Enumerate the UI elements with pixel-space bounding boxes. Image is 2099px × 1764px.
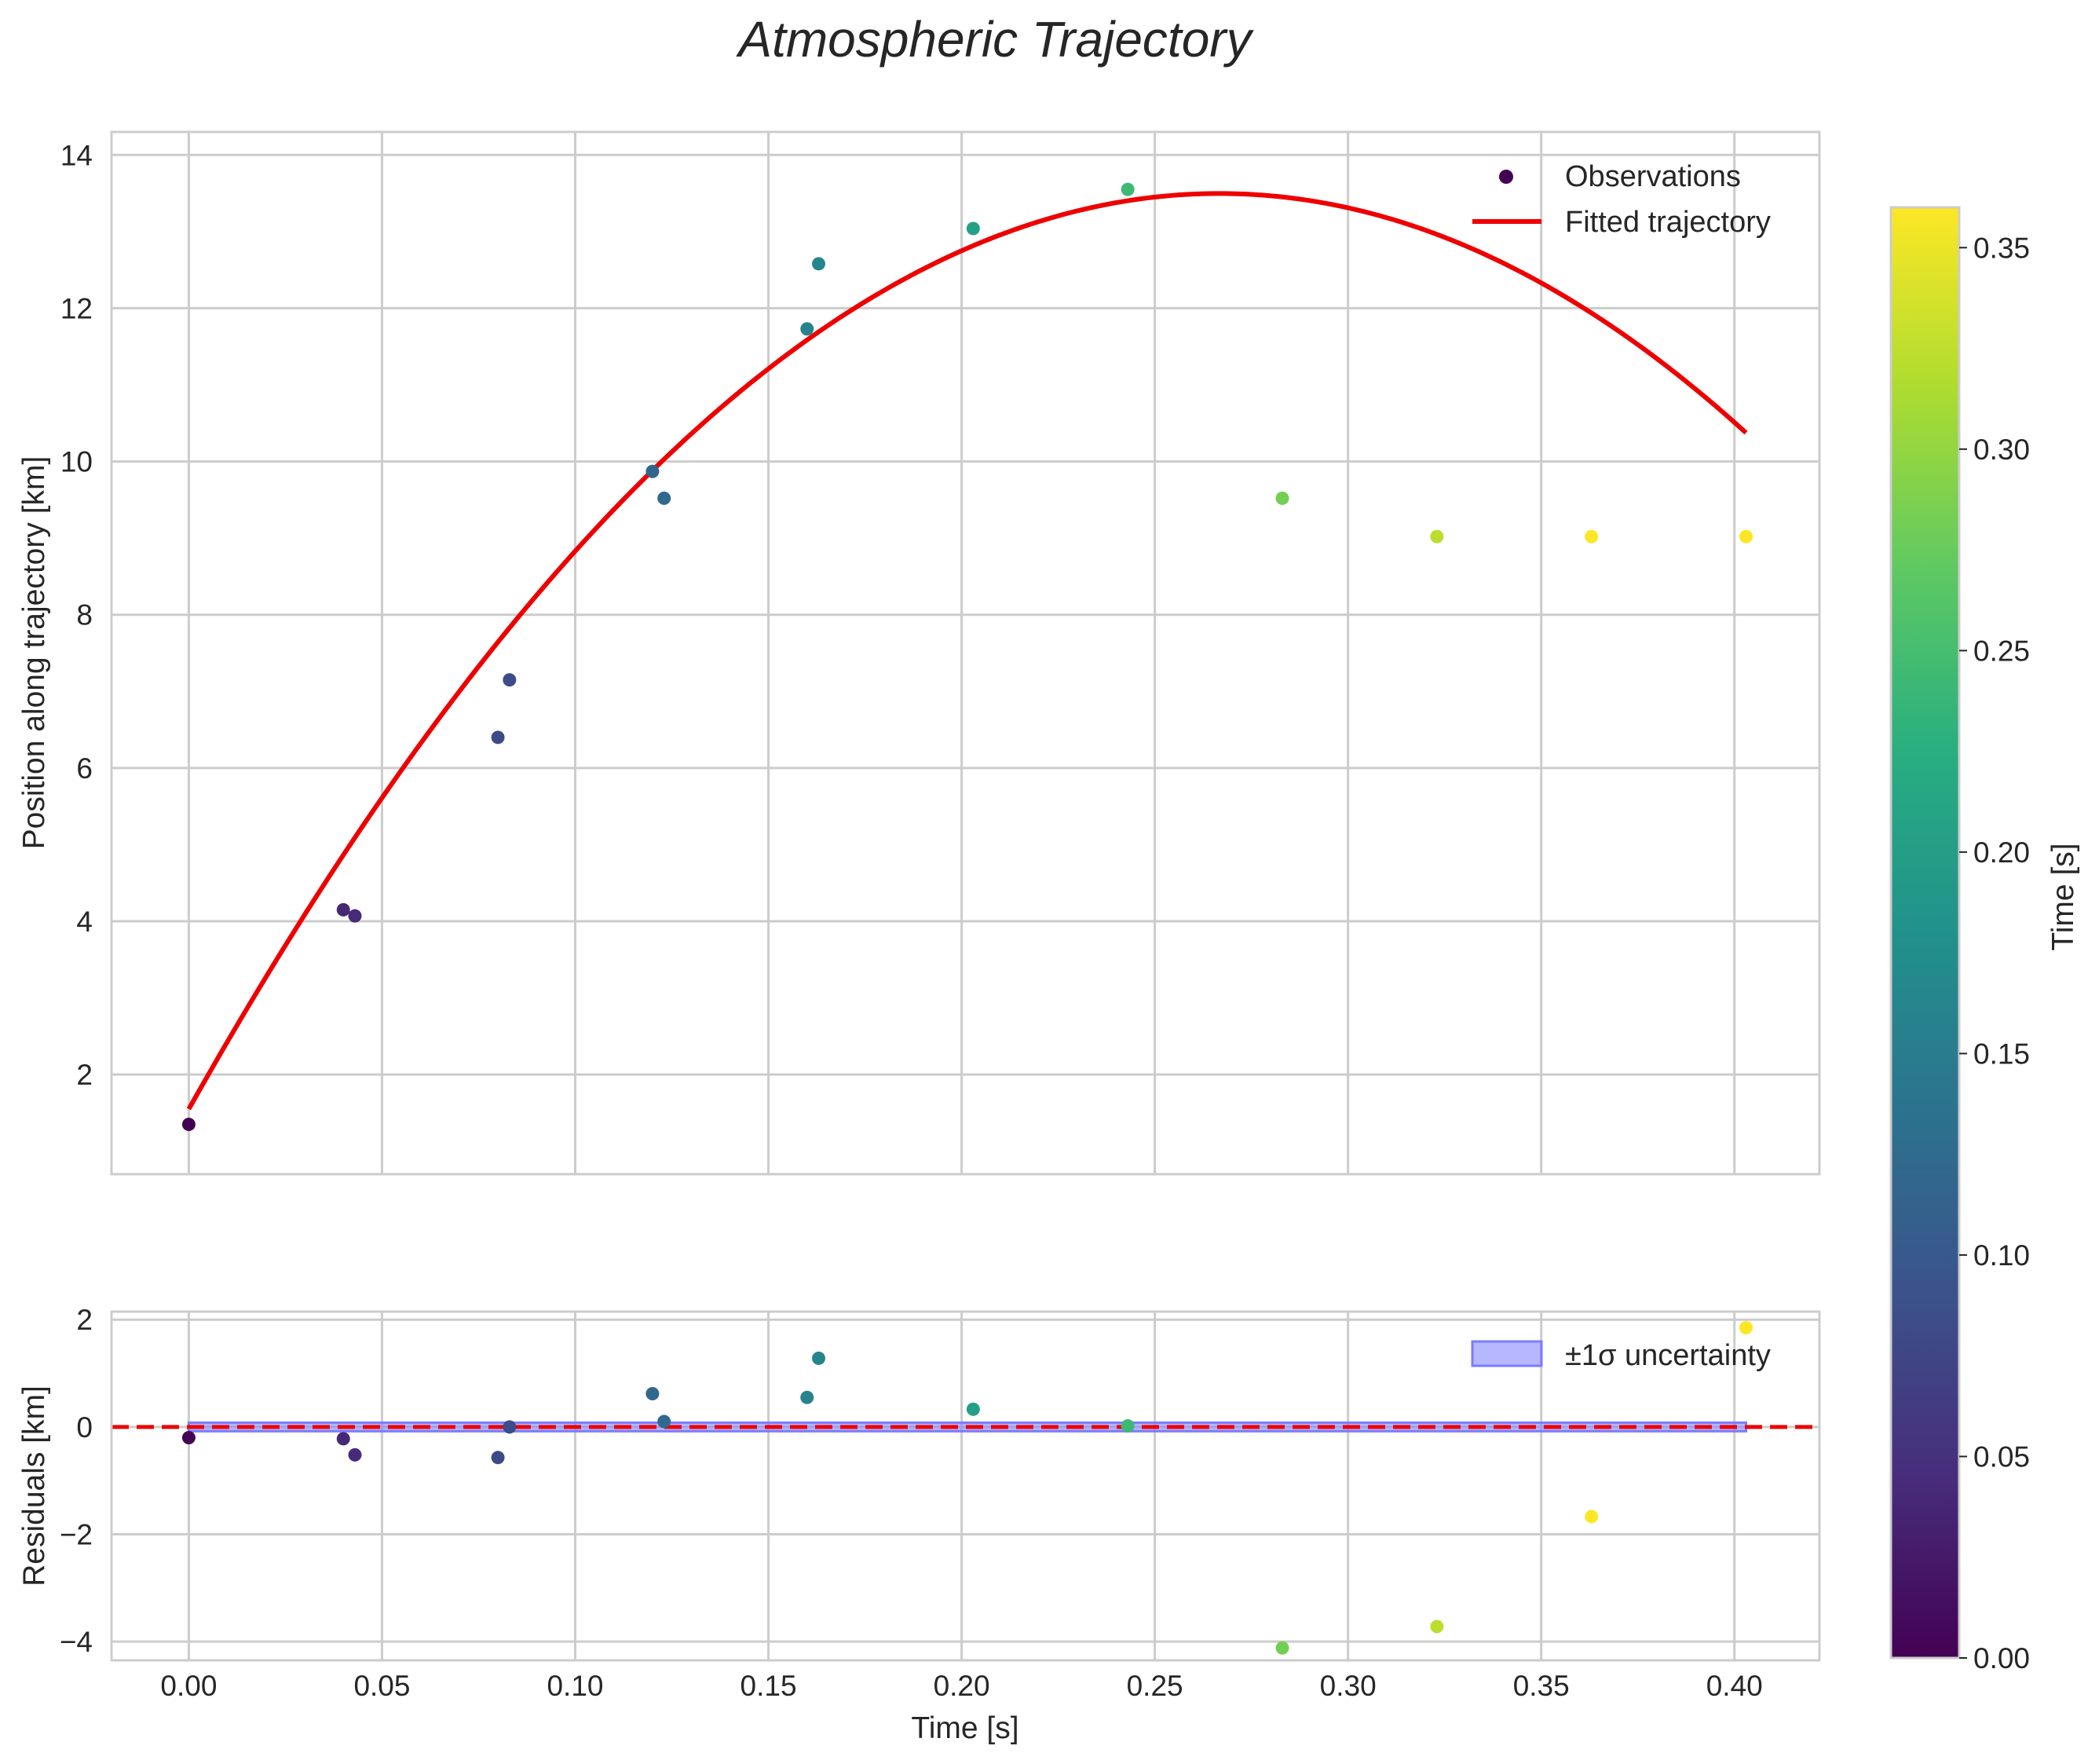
bottom-plot-frame (110, 1310, 1821, 1662)
observation-point (491, 730, 505, 745)
residual-point (348, 1447, 362, 1462)
colorbar-tick-label: 0.10 (1973, 1239, 2030, 1272)
top-panel: 2 4 6 8 10 12 14 Position along trajectory [km… (17, 130, 1821, 1176)
observation-point (657, 491, 671, 505)
x-tick-label: 0.25 (1127, 1670, 1183, 1702)
x-tick-label: 0.00 (160, 1670, 217, 1702)
bottom-gridlines (112, 1312, 1819, 1660)
bottom-y-tick-label: 0 (76, 1411, 93, 1444)
residual-point (1275, 1641, 1289, 1655)
observation-points (181, 182, 1753, 1132)
top-legend: Observations Fitted trajectory (1472, 160, 1771, 239)
residual-point (336, 1432, 350, 1446)
observation-point (966, 221, 980, 236)
x-axis-label: Time [s] (911, 1711, 1018, 1745)
x-tick-label: 0.40 (1706, 1670, 1763, 1702)
residual-points (181, 1320, 1753, 1655)
bottom-legend: ±1σ uncertainty (1471, 1339, 1771, 1372)
residual-point (657, 1414, 671, 1429)
bottom-y-tick-label: 2 (76, 1304, 93, 1336)
x-tick-label: 0.20 (934, 1670, 990, 1702)
legend-band-label: ±1σ uncertainty (1565, 1339, 1771, 1372)
top-gridlines (112, 132, 1819, 1174)
legend-band-swatch (1471, 1340, 1543, 1367)
colorbar-tick-labels: 0.00 0.05 0.10 0.15 0.20 0.25 0.30 0.35 (1959, 232, 2030, 1674)
bottom-y-tick-label: −4 (60, 1626, 93, 1658)
x-tick-labels: 0.00 0.05 0.10 0.15 0.20 0.25 0.30 0.35 0.40 (160, 1670, 1762, 1702)
observation-point (348, 909, 362, 923)
residual-point (503, 1420, 517, 1434)
colorbar-gradient (1889, 206, 1961, 1660)
top-y-tick-labels: 2 4 6 8 10 12 14 (60, 139, 93, 1091)
observation-point (645, 464, 660, 478)
observation-point (812, 257, 826, 271)
top-y-tick-label: 14 (60, 139, 93, 171)
top-y-tick-label: 4 (76, 906, 93, 938)
observation-point (181, 1118, 196, 1132)
observation-point (800, 322, 814, 336)
colorbar-tick-label: 0.05 (1973, 1440, 2030, 1473)
observation-point (336, 902, 350, 917)
fitted-trajectory-line (186, 191, 1748, 1111)
residual-point (1585, 1510, 1599, 1524)
x-tick-label: 0.10 (547, 1670, 603, 1702)
x-tick-label: 0.35 (1513, 1670, 1570, 1702)
observation-point (1275, 491, 1289, 505)
residual-point (1430, 1619, 1444, 1634)
x-tick-label: 0.30 (1320, 1670, 1377, 1702)
residual-point (491, 1451, 505, 1465)
colorbar-tick-label: 0.20 (1973, 836, 2030, 869)
residual-point (812, 1351, 826, 1365)
bottom-y-axis-label: Residuals [km] (17, 1385, 51, 1587)
top-y-tick-label: 2 (76, 1059, 93, 1091)
top-y-tick-label: 8 (76, 599, 93, 631)
residual-point (181, 1431, 196, 1445)
colorbar-tick-label: 0.25 (1973, 635, 2030, 667)
legend-observations-marker (1499, 170, 1513, 184)
colorbar-tick-label: 0.30 (1973, 434, 2030, 466)
x-tick-label: 0.05 (353, 1670, 410, 1702)
top-plot-frame (110, 130, 1821, 1176)
residual-point (800, 1390, 814, 1404)
residual-point (1121, 1418, 1135, 1433)
top-y-tick-label: 12 (60, 292, 93, 324)
legend-fit-label: Fitted trajectory (1565, 206, 1771, 239)
bottom-panel: 20−2−4 0.00 0.05 0.10 0.15 0.20 0.25 0.30 0.35 0… (17, 1304, 1821, 1745)
residual-point (966, 1402, 980, 1416)
top-y-tick-label: 10 (60, 446, 93, 478)
bottom-y-tick-labels: 2 0 −2 −4 (60, 1304, 93, 1658)
residual-point (645, 1387, 660, 1401)
observation-point (503, 673, 517, 687)
top-y-tick-label: 6 (76, 752, 93, 785)
top-y-axis-label: Position along trajectory [km] (17, 456, 51, 850)
bottom-y-tick-label: −2 (60, 1518, 93, 1550)
observation-point (1430, 529, 1444, 543)
legend-observations-label: Observations (1565, 160, 1741, 193)
chart-title: Atmospheric Trajectory (735, 11, 1254, 68)
colorbar-tick-label: 0.35 (1973, 232, 2030, 264)
colorbar: 0.00 0.05 0.10 0.15 0.20 0.25 0.30 0.35 Time [s… (1889, 206, 2080, 1674)
colorbar-tick-label: 0.00 (1973, 1642, 2030, 1674)
x-tick-label: 0.15 (741, 1670, 797, 1702)
observation-point (1585, 529, 1599, 543)
residual-point (1739, 1320, 1753, 1334)
colorbar-label: Time [s] (2046, 843, 2080, 950)
observation-point (1121, 182, 1135, 196)
observation-point (1739, 529, 1753, 543)
colorbar-tick-label: 0.15 (1973, 1038, 2030, 1070)
